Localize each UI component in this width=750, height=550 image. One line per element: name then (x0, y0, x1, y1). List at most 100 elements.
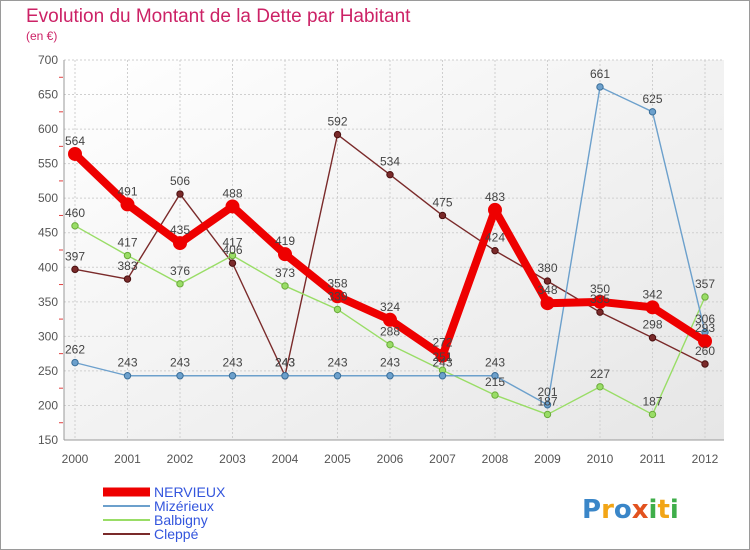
data-label: 324 (380, 300, 400, 314)
data-label: 298 (642, 318, 662, 332)
data-label: 288 (380, 325, 400, 339)
data-label: 358 (327, 276, 347, 290)
data-label: 339 (327, 289, 347, 303)
brand-logo: Proxiti (582, 495, 679, 525)
data-point (225, 199, 240, 214)
data-point (543, 410, 552, 419)
data-point (488, 202, 502, 217)
data-labels: 564 491 435 488 419 358 324 272 483 348 350 342 293 2… (65, 67, 715, 408)
legend-label: Cleppé (154, 526, 199, 542)
data-point (435, 348, 450, 363)
data-label: 243 (432, 356, 452, 370)
data-label: 475 (432, 195, 452, 209)
legend-label: NERVIEUX (154, 484, 226, 500)
series-nervieux (68, 146, 712, 363)
data-label: 227 (590, 367, 610, 381)
y-tick-label: 250 (38, 364, 58, 378)
data-label: 335 (590, 292, 610, 306)
series-mizérieux (71, 83, 709, 409)
brand-letter: i (670, 495, 679, 525)
data-label: 383 (117, 259, 137, 273)
data-label: 243 (380, 356, 400, 370)
data-label: 506 (170, 174, 190, 188)
x-tick-label: 2005 (324, 452, 351, 466)
data-label: 357 (695, 277, 715, 291)
data-point (386, 170, 394, 179)
y-tick-label: 350 (38, 295, 58, 309)
series-balbigny (71, 222, 709, 419)
data-point (648, 410, 657, 419)
data-point (123, 251, 132, 260)
data-point (593, 294, 607, 309)
data-point (71, 358, 79, 367)
data-label: 293 (695, 321, 715, 335)
x-tick-label: 2001 (114, 452, 141, 466)
data-label: 373 (275, 266, 295, 280)
data-label: 243 (222, 356, 242, 370)
x-tick-label: 2009 (534, 452, 561, 466)
data-point (698, 334, 712, 349)
brand-letter: r (601, 495, 614, 525)
data-label: 251 (432, 350, 452, 364)
y-tick-label: 500 (38, 191, 58, 205)
data-point (228, 251, 237, 260)
data-label: 350 (590, 282, 610, 296)
data-point (333, 305, 342, 314)
data-point (176, 372, 184, 380)
data-point (228, 372, 237, 380)
data-point (540, 296, 555, 311)
data-label: 243 (117, 356, 137, 370)
data-label: 187 (537, 394, 557, 408)
data-point (645, 300, 660, 315)
data-label: 243 (327, 356, 347, 370)
legend-label: Balbigny (154, 512, 208, 528)
data-label: 406 (222, 243, 242, 257)
data-point (176, 190, 184, 198)
data-label: 417 (117, 236, 137, 250)
data-label: 419 (275, 234, 295, 248)
plot-area (64, 60, 724, 440)
data-point (701, 360, 709, 368)
data-point (333, 130, 342, 139)
brand-text: Proxiti (582, 495, 679, 525)
data-label: 534 (380, 155, 400, 169)
y-tick-label: 450 (38, 226, 58, 240)
data-point (438, 211, 447, 220)
legend-label: Mizérieux (154, 498, 214, 514)
chart-subtitle: (en €) (26, 29, 57, 43)
data-label: 488 (222, 186, 242, 200)
data-point (68, 146, 82, 161)
x-tick-label: 2011 (640, 452, 666, 466)
y-tick-label: 700 (38, 53, 58, 67)
x-tick-label: 2010 (587, 452, 614, 466)
data-label: 564 (65, 134, 85, 148)
data-label: 661 (590, 67, 610, 81)
data-point (333, 372, 342, 380)
data-point (543, 401, 552, 409)
data-point (386, 340, 394, 349)
data-point (383, 312, 397, 327)
data-point (386, 372, 394, 380)
data-label: 435 (170, 223, 190, 237)
data-label: 424 (485, 231, 505, 245)
data-label: 460 (65, 206, 85, 220)
data-point (438, 372, 447, 380)
data-point (596, 308, 604, 316)
data-point (281, 372, 289, 380)
data-point (648, 334, 657, 342)
data-point (123, 372, 132, 380)
y-tick-label: 400 (38, 260, 58, 274)
y-tick-label: 650 (38, 88, 58, 102)
data-label: 376 (170, 264, 190, 278)
brand-letter: t (657, 495, 669, 525)
data-label: 417 (222, 236, 242, 250)
data-point (120, 197, 135, 212)
brand-letter: o (614, 495, 632, 525)
data-point (71, 265, 79, 274)
y-tick-label: 300 (38, 329, 58, 343)
brand-letter: i (649, 495, 658, 525)
y-tick-label: 200 (38, 398, 58, 412)
